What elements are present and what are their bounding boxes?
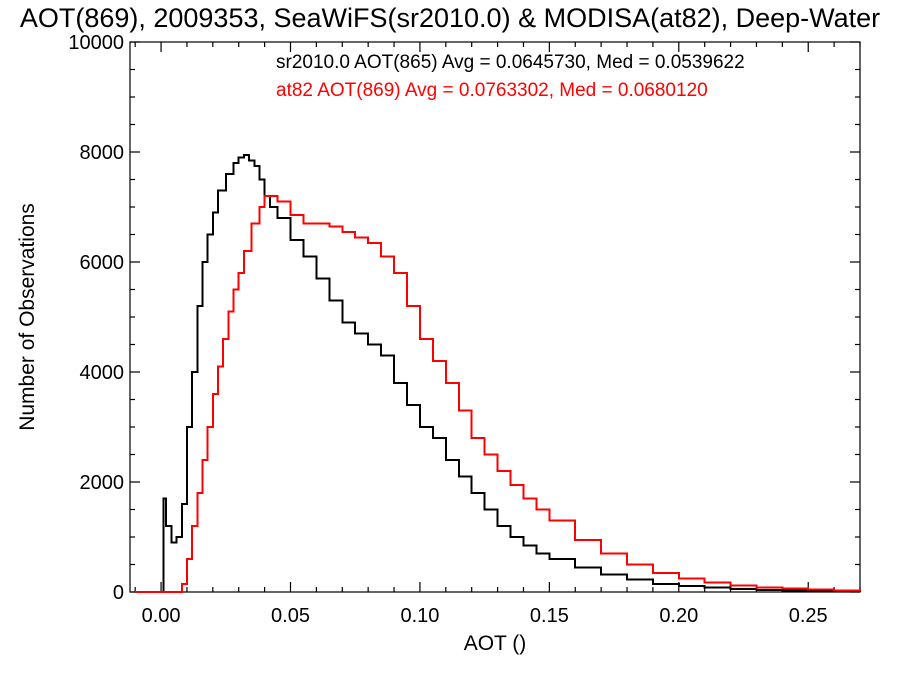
y-tick-label: 10000 bbox=[68, 32, 124, 54]
y-tick-label: 0 bbox=[113, 582, 124, 604]
x-tick-label: 0.10 bbox=[400, 605, 439, 627]
y-tick-label: 6000 bbox=[80, 252, 125, 274]
y-axis: 0 2000 4000 6000 8000 10000 bbox=[68, 32, 860, 604]
legend-entry-red: at82 AOT(869) Avg = 0.0763302, Med = 0.0… bbox=[276, 80, 708, 101]
y-tick-label: 2000 bbox=[80, 472, 125, 494]
series-lines bbox=[135, 153, 861, 593]
series-line-red bbox=[135, 195, 861, 593]
chart-title: AOT(869), 2009353, SeaWiFS(sr2010.0) & M… bbox=[20, 3, 880, 33]
x-tick-label: 0.25 bbox=[789, 605, 828, 627]
y-axis-label: Number of Observations bbox=[16, 203, 39, 431]
series-line-black bbox=[135, 153, 861, 593]
x-tick-label: 0.05 bbox=[271, 605, 310, 627]
x-tick-label: 0.20 bbox=[659, 605, 698, 627]
x-axis-label: AOT () bbox=[464, 632, 527, 655]
y-tick-label: 4000 bbox=[80, 362, 125, 384]
x-tick-label: 0.00 bbox=[142, 605, 181, 627]
legend-entry-black: sr2010.0 AOT(865) Avg = 0.0645730, Med =… bbox=[276, 52, 745, 73]
x-axis: 0.00 0.05 0.10 0.15 0.20 0.25 bbox=[134, 42, 861, 627]
y-tick-label: 8000 bbox=[80, 142, 125, 164]
x-tick-label: 0.15 bbox=[530, 605, 569, 627]
